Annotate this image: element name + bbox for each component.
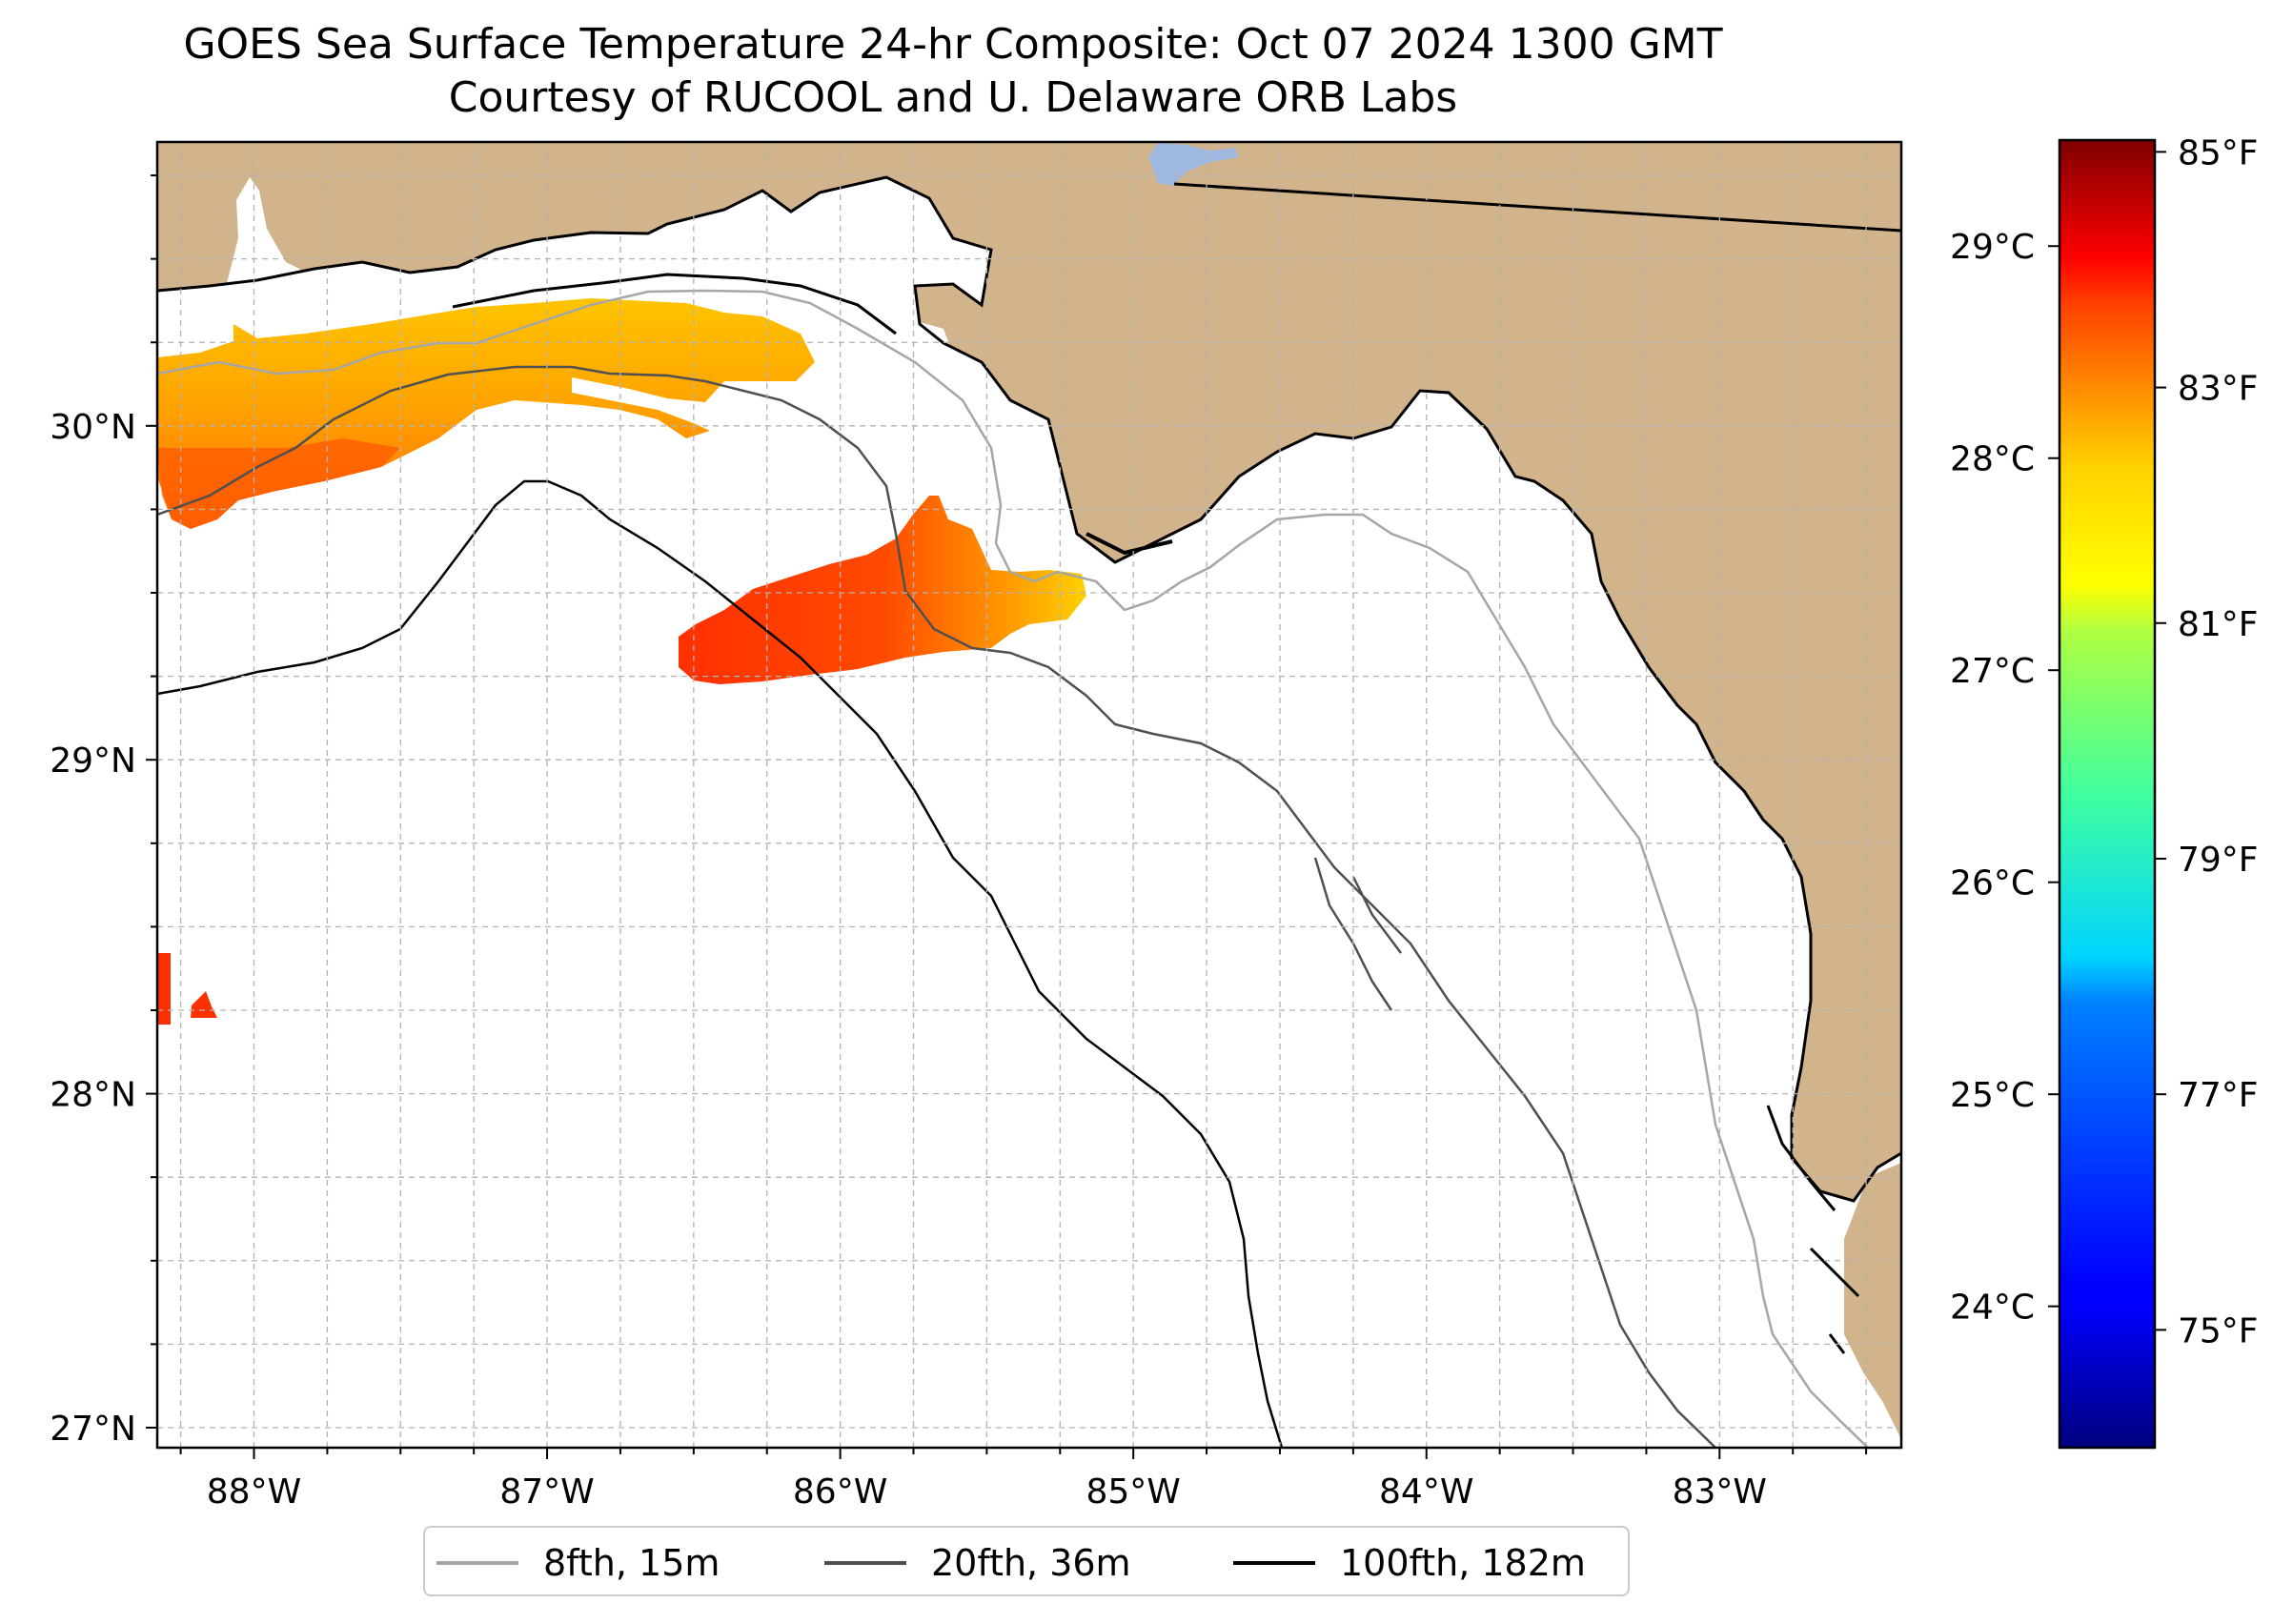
isobath-8fth	[157, 289, 1869, 1448]
legend-label-100fth: 100fth, 182m	[1340, 1542, 1586, 1584]
sst-patch-offshore	[679, 496, 1086, 684]
sst-patch-western-small	[191, 991, 217, 1018]
dog-island	[1086, 532, 1173, 556]
colorbar-c-label: 28°C	[1950, 440, 2035, 479]
axis-ticks: 88°W 87°W 86°W 85°W 84°W 83°W 27°N 28°N 29°N 30°N	[50, 174, 1868, 1512]
lon-tick-label: 84°W	[1379, 1472, 1473, 1512]
gridlines	[157, 142, 1901, 1448]
legend-label-20fth: 20fth, 36m	[931, 1542, 1131, 1584]
colorbar-c-label: 27°C	[1950, 652, 2035, 691]
map-title: GOES Sea Surface Temperature 24-hr Compo…	[183, 20, 1723, 69]
land-mass	[157, 142, 1901, 1439]
colorbar-c-label: 24°C	[1950, 1289, 2035, 1328]
legend-label-8fth: 8fth, 15m	[543, 1542, 720, 1584]
map-frame	[155, 140, 1903, 1450]
legend-item-20fth: 20fth, 36m	[824, 1528, 1131, 1598]
legend-swatch-100fth	[1233, 1561, 1315, 1565]
legend: 8fth, 15m 20fth, 36m 100fth, 182m	[423, 1526, 1630, 1596]
colorbar-ticks: 85°F 83°F 81°F 79°F 77°F 75°F 29°C 28°C 27°C 26°C…	[1950, 133, 2258, 1350]
lon-tick-label: 88°W	[207, 1472, 301, 1512]
state-boundary	[1173, 182, 1901, 233]
sst-patch-panhandle-south	[157, 438, 400, 529]
colorbar-c-label: 25°C	[1950, 1076, 2035, 1115]
colorbar	[2058, 138, 2157, 1450]
coastline	[157, 175, 1901, 1203]
pensacola-bay	[400, 278, 496, 316]
lat-tick-label: 28°N	[50, 1076, 136, 1115]
legend-item-100fth: 100fth, 182m	[1233, 1528, 1586, 1598]
lat-tick-label: 27°N	[50, 1410, 136, 1449]
sst-patch-western-edge	[157, 953, 171, 1025]
lon-tick-label: 86°W	[793, 1472, 887, 1512]
barrier-island	[452, 273, 897, 335]
lon-tick-label: 87°W	[499, 1472, 594, 1512]
colorbar-c-label: 26°C	[1950, 864, 2035, 903]
inland-lake	[1148, 143, 1239, 186]
colorbar-f-label: 85°F	[2178, 133, 2259, 173]
legend-swatch-20fth	[824, 1561, 906, 1565]
lon-tick-label: 83°W	[1673, 1472, 1767, 1512]
colorbar-f-label: 81°F	[2178, 605, 2259, 644]
map-subtitle: Courtesy of RUCOOL and U. Delaware ORB L…	[448, 73, 1458, 122]
mobile-bay	[225, 177, 315, 291]
colorbar-f-label: 79°F	[2178, 841, 2259, 880]
legend-item-8fth: 8fth, 15m	[436, 1528, 720, 1598]
colorbar-c-label: 29°C	[1950, 228, 2035, 267]
colorbar-f-label: 75°F	[2178, 1311, 2259, 1350]
choctawhatchee-bay	[572, 255, 705, 286]
lon-tick-label: 85°W	[1086, 1472, 1180, 1512]
colorbar-f-label: 77°F	[2178, 1076, 2259, 1115]
lat-tick-label: 30°N	[50, 408, 136, 447]
legend-swatch-8fth	[436, 1561, 518, 1565]
colorbar-f-label: 83°F	[2178, 370, 2259, 409]
lat-tick-label: 29°N	[50, 741, 136, 781]
